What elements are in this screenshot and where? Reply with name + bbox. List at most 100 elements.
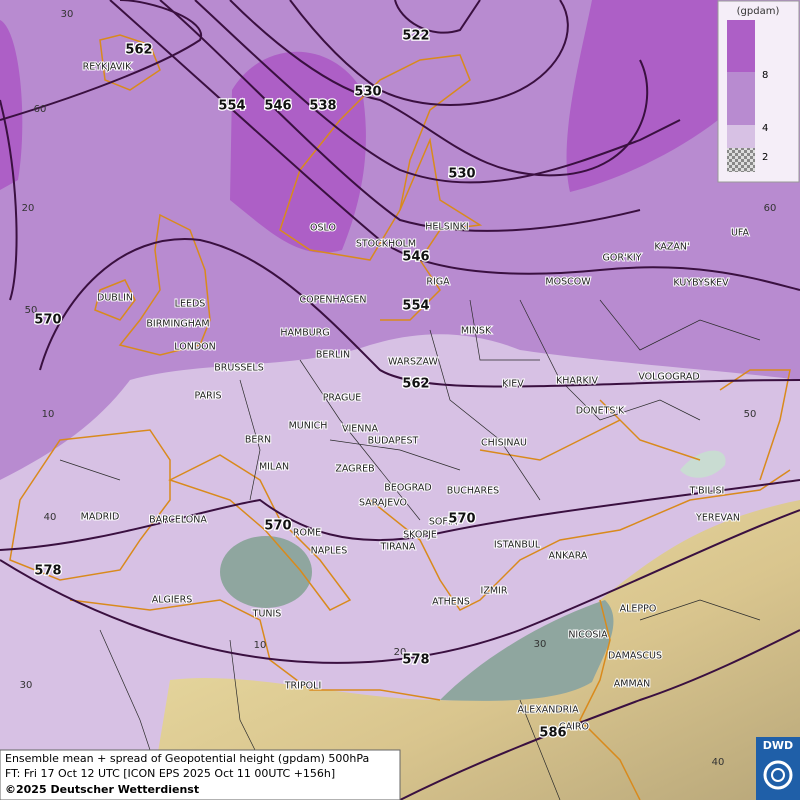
city-label: WARSZAW xyxy=(388,357,438,368)
city-label: ALEXANDRIA xyxy=(517,705,579,716)
city-label: BRUSSELS xyxy=(214,363,263,374)
city-label: VOLGOGRAD xyxy=(638,372,699,383)
city-label: MINSK xyxy=(461,326,492,337)
city-label: KIEV xyxy=(502,379,524,390)
city-label: RIGA xyxy=(426,277,450,288)
city-label: MOSCOW xyxy=(545,277,591,288)
city-label: HELSINKI xyxy=(425,222,468,233)
city-label: HAMBURG xyxy=(280,328,329,339)
contour-label: 562 xyxy=(125,43,152,58)
contour-label: 570 xyxy=(448,512,475,527)
coastlines xyxy=(9,34,791,800)
grid-label: 10 xyxy=(254,640,267,651)
city-label: COPENHAGEN xyxy=(300,295,367,306)
legend-tick: 2 xyxy=(762,152,768,163)
city-label: SOFIA xyxy=(429,517,458,528)
contour-label: 530 xyxy=(448,167,475,182)
city-label: SKOPJE xyxy=(403,530,437,541)
city-label: ALEPPO xyxy=(620,604,657,615)
grid-label: 10 xyxy=(42,409,55,420)
city-label: DONETS'K xyxy=(576,406,625,417)
city-label: LEEDS xyxy=(175,299,206,310)
grid-label: 40 xyxy=(44,512,57,523)
city-label: TUNIS xyxy=(252,609,282,620)
contour-label: 570 xyxy=(34,313,61,328)
grid-label: 20 xyxy=(394,647,407,658)
city-label: NICOSIA xyxy=(568,630,608,641)
city-label: CHISINAU xyxy=(481,438,527,449)
sea xyxy=(220,536,312,608)
city-label: MUNICH xyxy=(289,421,328,432)
city-label: KHARKIV xyxy=(556,376,599,387)
logo: DWD xyxy=(756,737,800,800)
city-label: BARCELONA xyxy=(149,515,207,526)
city-label: ALGIERS xyxy=(152,595,193,606)
city-label: ISTANBUL xyxy=(494,540,541,551)
city-label: BIRMINGHAM xyxy=(146,319,209,330)
city-label: TRIPOLI xyxy=(284,681,322,692)
grid-label: 60 xyxy=(764,203,777,214)
city-label: CAIRO xyxy=(559,722,589,733)
city-label: TIRANA xyxy=(380,542,416,553)
city-label: PRAGUE xyxy=(323,393,362,404)
city-label: SARAJEVO xyxy=(359,498,407,509)
spread-high xyxy=(566,0,718,192)
city-label: ANKARA xyxy=(549,551,588,562)
city-label: IZMIR xyxy=(481,586,508,597)
grid-label: 60 xyxy=(34,104,47,115)
city-label: ZAGREB xyxy=(335,464,374,475)
footer-line: FT: Fri 17 Oct 12 UTC [ICON EPS 2025 Oct… xyxy=(5,767,335,780)
contour-label: 562 xyxy=(402,377,429,392)
city-label: REYKJAVIK xyxy=(83,62,132,73)
city-label: ROME xyxy=(293,528,321,539)
city-label: BUDAPEST xyxy=(368,436,419,447)
city-label: BUCHARES xyxy=(447,486,499,497)
spread-high xyxy=(0,20,23,190)
contour-label: 530 xyxy=(354,85,381,100)
africa-land xyxy=(150,500,800,800)
city-label: PARIS xyxy=(194,391,221,402)
contour-label: 546 xyxy=(264,99,291,114)
city-label: BERLIN xyxy=(316,350,350,361)
sea xyxy=(440,600,614,701)
city-label: UFA xyxy=(731,228,750,239)
footer-line: Ensemble mean + spread of Geopotential h… xyxy=(5,752,369,765)
grid-label: 20 xyxy=(22,203,35,214)
contour-label: 570 xyxy=(264,519,291,534)
borders xyxy=(59,299,761,800)
contour-label: 546 xyxy=(402,250,429,265)
grid-label: 30 xyxy=(61,9,74,20)
contour-label: 578 xyxy=(34,564,61,579)
city-label: AMMAN xyxy=(614,679,651,690)
legend-tick: 4 xyxy=(762,123,768,134)
city-label: LONDON xyxy=(174,342,215,353)
city-label: KUYBYSKEV xyxy=(673,278,729,289)
contour-label: 554 xyxy=(218,99,245,114)
contour-label: 586 xyxy=(539,726,566,741)
contour-label: 554 xyxy=(402,299,429,314)
logo-text: DWD xyxy=(763,739,793,752)
sea xyxy=(680,450,726,478)
grid-label: 50 xyxy=(744,409,757,420)
city-label: DAMASCUS xyxy=(608,651,662,662)
city-label: NAPLES xyxy=(311,546,348,557)
grid-label: 30 xyxy=(20,680,33,691)
spread-high xyxy=(230,51,366,253)
contour-label: 522 xyxy=(402,29,429,44)
city-label: BERN xyxy=(245,435,271,446)
legend: (gpdam) 8 4 2 xyxy=(717,0,800,183)
city-label: VIENNA xyxy=(342,424,379,435)
city-label: BEOGRAD xyxy=(384,483,431,494)
city-label: MADRID xyxy=(81,512,120,523)
city-label: STOCKHOLM xyxy=(356,239,416,250)
footer: Ensemble mean + spread of Geopotential h… xyxy=(0,749,401,800)
legend-unit: (gpdam) xyxy=(737,6,780,17)
footer-line: ©2025 Deutscher Wetterdienst xyxy=(5,783,199,796)
city-label: OSLO xyxy=(310,223,336,234)
city-label: T'BILISI xyxy=(689,486,725,497)
city-label: YEREVAN xyxy=(695,513,740,524)
city-label: ATHENS xyxy=(432,597,470,608)
city-label: MILAN xyxy=(259,462,289,473)
